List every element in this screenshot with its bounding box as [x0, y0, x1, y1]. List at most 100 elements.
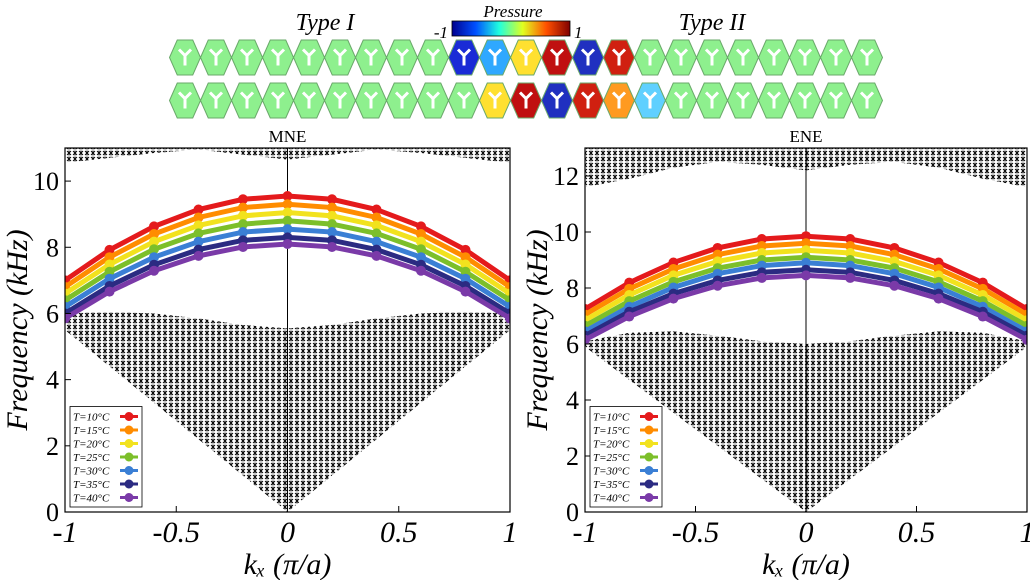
- bulk-band: [939, 148, 983, 179]
- legend-label: T=25°C: [593, 452, 630, 464]
- legend-label: T=40°C: [73, 493, 110, 505]
- x-tick-label: 0.5: [380, 516, 418, 549]
- legend-label: T=25°C: [73, 452, 110, 464]
- bulk-band: [806, 341, 850, 512]
- legend-marker: [125, 439, 134, 448]
- legend-marker: [125, 466, 134, 475]
- x-axis-label: kₓ (π/a): [244, 548, 332, 580]
- legend-marker: [125, 453, 134, 462]
- bulk-band: [332, 318, 377, 475]
- point: [283, 239, 293, 249]
- legend-label: T=10°C: [593, 412, 630, 424]
- legend-marker: [125, 493, 134, 502]
- bulk-band: [629, 331, 673, 412]
- y-tick-label: 4: [46, 366, 59, 395]
- y-tick-label: 4: [566, 386, 579, 415]
- plot: -1-0.500.51024681012ENEkₓ (π/a)Frequency…: [521, 127, 1030, 580]
- x-tick-label: 0: [799, 516, 814, 549]
- point: [757, 273, 767, 283]
- bulk-band: [983, 333, 1027, 380]
- x-tick-label: 1: [503, 516, 518, 549]
- type-label: Type II: [679, 10, 747, 36]
- x-tick-label: 0: [280, 516, 295, 549]
- bulk-band: [243, 148, 288, 160]
- figure: Type I Type II Pressure -11-1-0.500.5102…: [0, 0, 1030, 580]
- legend-label: T=35°C: [593, 479, 630, 491]
- bulk-band: [673, 331, 717, 446]
- legend-marker: [645, 480, 654, 489]
- bulk-band: [110, 148, 155, 158]
- y-tick-label: 6: [566, 330, 579, 359]
- point: [934, 294, 944, 304]
- legend-label: T=15°C: [593, 425, 630, 437]
- point: [327, 242, 337, 252]
- x-tick-label: 1: [1020, 516, 1030, 549]
- bulk-band: [65, 312, 110, 367]
- bulk-band: [199, 148, 244, 155]
- bulk-band: [110, 312, 155, 403]
- bulk-band: [288, 148, 333, 160]
- type-label: Type I: [296, 10, 356, 36]
- point: [238, 242, 248, 252]
- colorbar-tick-label: 1: [574, 23, 583, 42]
- chart-title: MNE: [269, 127, 307, 146]
- point: [978, 312, 988, 322]
- legend-label: T=10°C: [73, 412, 110, 424]
- bulk-band: [762, 148, 806, 170]
- legend-label: T=20°C: [593, 439, 630, 451]
- point: [149, 266, 159, 276]
- y-tick-label: 0: [46, 498, 59, 527]
- bulk-band: [154, 148, 199, 153]
- y-tick-label: 10: [33, 167, 59, 196]
- bulk-band: [673, 148, 717, 168]
- colorbar: [452, 21, 570, 36]
- point: [845, 273, 855, 283]
- y-tick-label: 10: [553, 218, 579, 247]
- point: [372, 251, 382, 261]
- bulk-band: [718, 336, 762, 479]
- point: [889, 281, 899, 291]
- chart-title: ENE: [789, 127, 822, 146]
- bulk-band: [894, 331, 938, 446]
- y-axis-label: Frequency (kHz): [1, 229, 34, 431]
- x-tick-label: -0.5: [153, 516, 201, 549]
- y-tick-label: 0: [566, 498, 579, 527]
- bulk-band: [332, 148, 377, 155]
- bulk-band: [939, 331, 983, 412]
- point: [105, 287, 115, 297]
- bulk-band: [421, 148, 466, 158]
- bulk-band: [65, 148, 110, 163]
- bulk-band: [288, 325, 333, 512]
- y-tick-label: 2: [566, 442, 579, 471]
- bulk-band: [466, 312, 511, 367]
- lattice-illustration: [170, 40, 883, 118]
- y-tick-label: 2: [46, 432, 59, 461]
- bulk-band: [199, 318, 244, 475]
- legend-label: T=30°C: [73, 466, 110, 478]
- bulk-band: [421, 312, 466, 403]
- point: [668, 294, 678, 304]
- bulk-band: [377, 148, 422, 153]
- y-tick-label: 8: [566, 274, 579, 303]
- colorbar-tick-label: -1: [434, 23, 448, 42]
- colorbar-title: Pressure: [482, 2, 543, 21]
- point: [624, 312, 634, 322]
- bulk-band: [585, 333, 629, 380]
- y-axis-label: Frequency (kHz): [521, 229, 554, 431]
- bulk-band: [894, 148, 938, 168]
- bulk-band: [466, 148, 511, 163]
- point: [416, 266, 426, 276]
- legend-label: T=30°C: [593, 466, 630, 478]
- bulk-band: [154, 313, 199, 439]
- y-tick-label: 6: [46, 299, 59, 328]
- legend-marker: [125, 480, 134, 489]
- bulk-band: [850, 336, 894, 479]
- point: [194, 251, 204, 261]
- point: [713, 281, 723, 291]
- bulk-band: [983, 148, 1027, 187]
- bulk-band: [585, 148, 629, 187]
- legend-label: T=40°C: [593, 493, 630, 505]
- legend-label: T=15°C: [73, 425, 110, 437]
- y-tick-label: 8: [46, 233, 59, 262]
